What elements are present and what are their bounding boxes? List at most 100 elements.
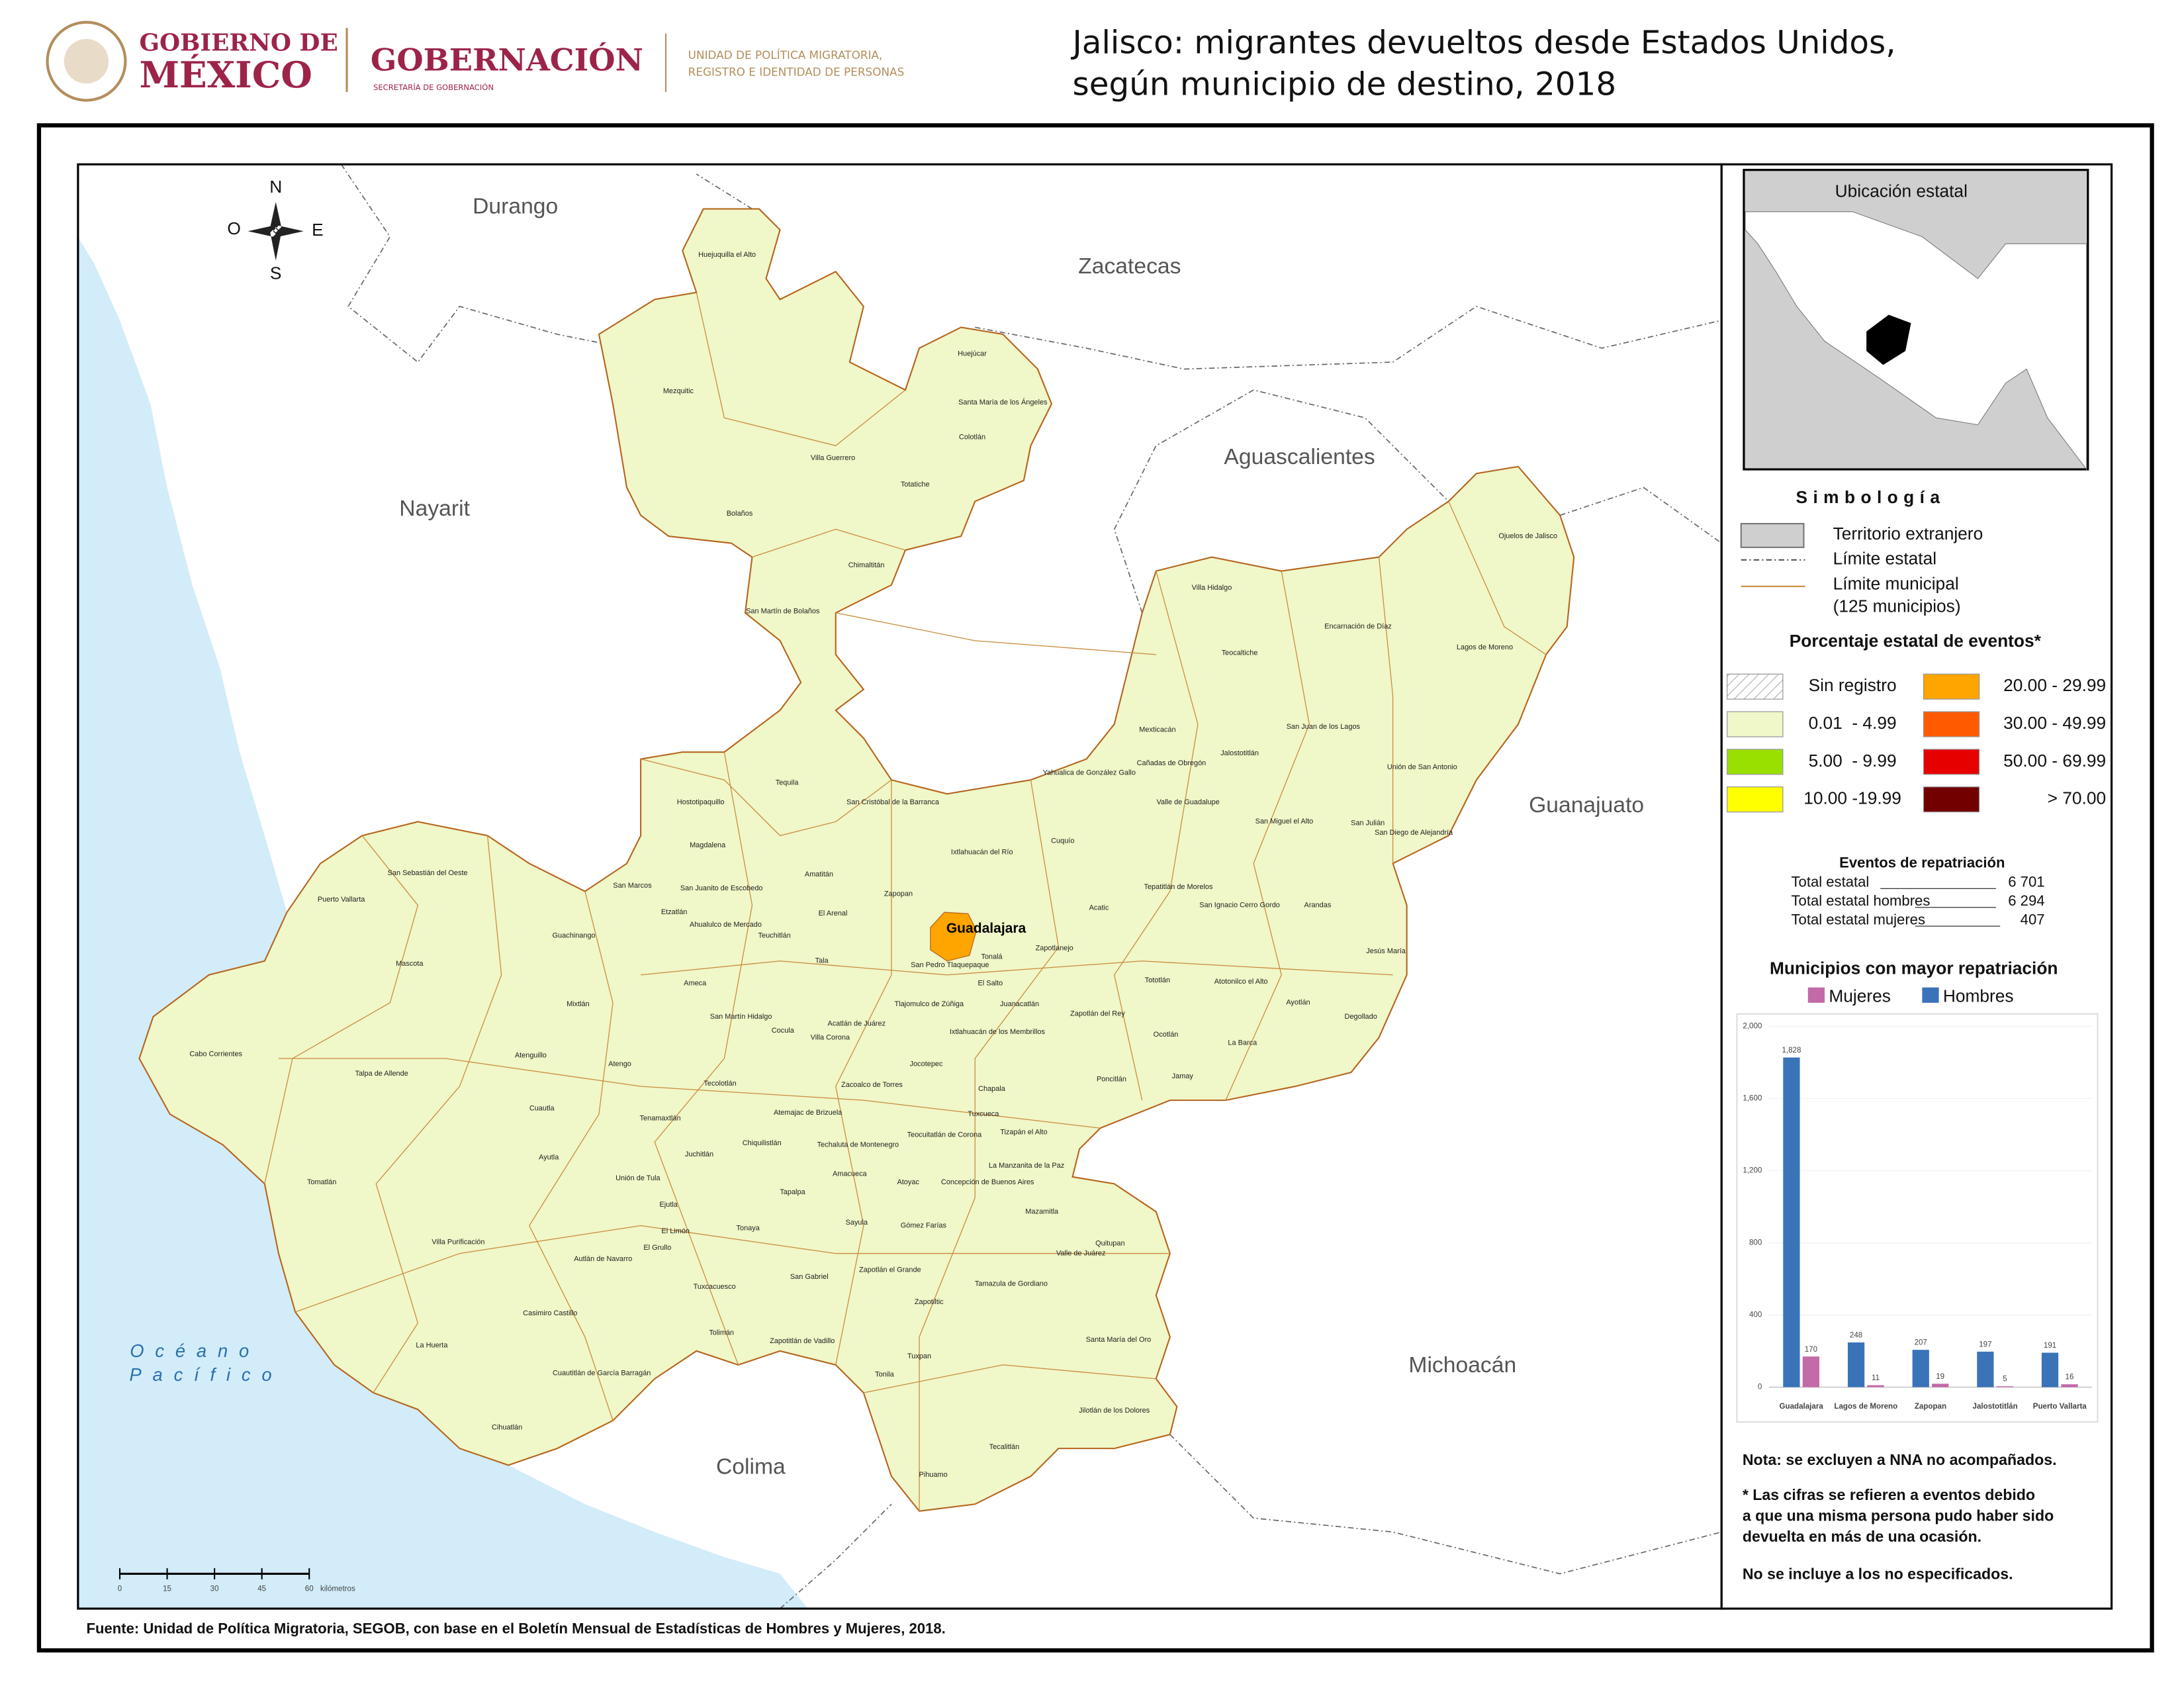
symbol-label: (125 municipios) xyxy=(1833,596,1961,616)
municipality-label: Ahualulco de Mercado xyxy=(690,921,762,929)
emblem xyxy=(46,21,127,102)
municipality-label: Jocotepec xyxy=(910,1060,943,1068)
municipality-label: San Martín de Bolaños xyxy=(746,608,820,616)
class-swatch xyxy=(1923,711,1980,737)
municipality-label: Magdalena xyxy=(690,841,726,849)
municipality-label: Jalostotitlán xyxy=(1220,749,1259,757)
municipality-label: Unión de San Antonio xyxy=(1387,763,1457,771)
unit-line1: UNIDAD DE POLÍTICA MIGRATORIA, xyxy=(688,48,883,62)
value-label: 248 xyxy=(1850,1332,1862,1340)
municipality-label: Tecalitlán xyxy=(989,1443,1020,1451)
municipality-label: Tonalá xyxy=(981,953,1003,961)
class-swatch xyxy=(1727,711,1784,737)
municipality-label: Tala xyxy=(815,957,829,965)
x-tick-label: Zapopan xyxy=(1915,1403,1946,1411)
municipality-label: Cocula xyxy=(772,1027,795,1035)
municipality-label: Tuxpan xyxy=(907,1352,931,1360)
municipality-label: Zacoalco de Torres xyxy=(841,1081,903,1089)
municipality-label: Cuquío xyxy=(1051,837,1074,845)
municipality-label: Tecolotlán xyxy=(704,1080,736,1088)
municipality-label: San Sebastián del Oeste xyxy=(388,869,468,877)
bar xyxy=(1977,1351,1994,1387)
percent-title: Porcentaje estatal de eventos* xyxy=(1790,631,2042,651)
municipality-label: Hostotipaquillo xyxy=(677,798,725,806)
note: Nota: se excluyen a NNA no acompañados. xyxy=(1743,1451,2057,1468)
municipality-label: Villa Purificación xyxy=(432,1239,484,1246)
municipality-label: Amacueca xyxy=(833,1170,868,1178)
repatriation-value: 6 294 xyxy=(2008,892,2044,909)
repatriation-label: Total estatal hombres xyxy=(1792,892,1931,909)
municipality-label: Juchitlán xyxy=(685,1150,713,1158)
municipality-label: Cañadas de Obregón xyxy=(1137,759,1206,767)
municipality-label: Mascota xyxy=(396,960,424,968)
municipality-label: Zapotlán el Grande xyxy=(859,1266,921,1274)
class-swatch xyxy=(1923,673,1980,700)
municipality-label: La Manzanita de la Paz xyxy=(989,1162,1064,1170)
municipality-label: Arandas xyxy=(1304,901,1332,909)
municipality-label: Degollado xyxy=(1345,1013,1377,1021)
municipality-label: Santa María del Oro xyxy=(1086,1336,1152,1344)
municipality-label: San Pedro Tlaquepaque xyxy=(911,961,989,969)
ministry: GOBERNACIÓN xyxy=(371,42,643,78)
y-tick-label: 0 xyxy=(1758,1383,1762,1391)
bar xyxy=(1847,1342,1865,1387)
highlight-municipality xyxy=(930,912,977,962)
municipality-label: San Gabriel xyxy=(790,1273,829,1281)
state-boundary xyxy=(340,164,1722,1609)
scale-label: 60 xyxy=(305,1585,314,1593)
outer-frame xyxy=(36,123,2154,1653)
bar xyxy=(2041,1352,2059,1387)
neighbor-label: Colima xyxy=(716,1454,786,1479)
municipality-label: Atenguillo xyxy=(515,1052,547,1060)
municipality-label: Mazamitla xyxy=(1025,1207,1059,1215)
municipality-label: Cihuatlán xyxy=(492,1423,522,1431)
municipality-label: La Barca xyxy=(1228,1039,1257,1047)
legend-label: Hombres xyxy=(1943,986,2014,1006)
municipality-label: Acatic xyxy=(1089,904,1109,912)
bar xyxy=(1783,1057,1800,1387)
bar xyxy=(1996,1386,2013,1387)
class-label: 0.01 - 4.99 xyxy=(1809,713,1897,733)
bar xyxy=(2061,1384,2078,1387)
municipality-label: Mixtlán xyxy=(567,1000,590,1008)
municipality-label: Casimiro Castillo xyxy=(523,1309,577,1317)
emblem-center xyxy=(64,38,109,84)
municipality-label: Ameca xyxy=(684,979,707,987)
x-tick-label: Puerto Vallarta xyxy=(2033,1403,2087,1411)
municipality-label: Valle de Guadalupe xyxy=(1157,798,1220,806)
value-label: 19 xyxy=(1936,1373,1944,1381)
class-label: > 70.00 xyxy=(2048,788,2106,808)
value-label: 16 xyxy=(2066,1374,2074,1382)
scale-label: 15 xyxy=(163,1585,171,1593)
municipality-label: San Ignacio Cerro Gordo xyxy=(1199,901,1280,909)
ocean xyxy=(77,164,808,1609)
municipality-label: Poncitlán xyxy=(1097,1075,1126,1083)
municipality-label: Villa Guerrero xyxy=(811,454,855,462)
compass-n: N xyxy=(269,177,282,197)
municipality-label: Tequila xyxy=(776,778,799,786)
municipality-label: Chiquilistlán xyxy=(743,1139,782,1147)
class-swatch xyxy=(1727,749,1784,775)
class-swatch xyxy=(1727,786,1784,813)
symbol-label: Límite estatal xyxy=(1833,549,1936,569)
neighbor-label: Guanajuato xyxy=(1529,793,1644,818)
class-label: 5.00 - 9.99 xyxy=(1809,751,1897,771)
municipality-label: Zapotiltic xyxy=(915,1298,944,1306)
municipality-label: Mezquitic xyxy=(663,387,694,395)
municipality-label: Ejutla xyxy=(660,1201,678,1209)
compass-rose xyxy=(248,202,304,261)
y-tick-label: 1,200 xyxy=(1743,1167,1762,1175)
repatriation-value: 407 xyxy=(2021,912,2045,928)
class-swatch xyxy=(1923,786,1980,813)
municipality-label: San Diego de Alejandría xyxy=(1375,829,1453,837)
municipality-label: Guachinango xyxy=(553,932,596,940)
neighbor-label: Durango xyxy=(473,194,558,218)
class-label: Sin registro xyxy=(1809,675,1897,695)
municipality-label: Tamazula de Gordiano xyxy=(975,1280,1048,1288)
legend-swatch xyxy=(1922,987,1939,1003)
municipality-label: El Grullo xyxy=(643,1244,671,1252)
value-label: 170 xyxy=(1805,1346,1817,1354)
municipality-label: Cabo Corrientes xyxy=(189,1051,242,1058)
municipality-label: Tuxcacuesco xyxy=(694,1283,736,1291)
neighbor-label: Zacatecas xyxy=(1078,254,1181,279)
